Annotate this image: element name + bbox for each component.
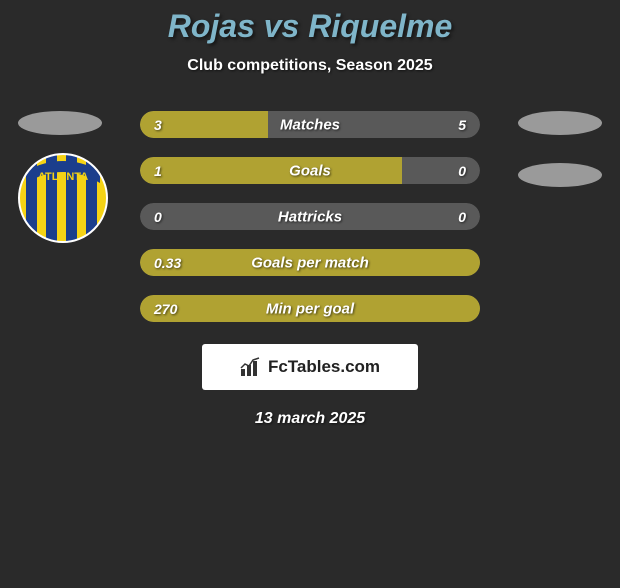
vs-text: vs	[264, 8, 300, 44]
player1-name: Rojas	[168, 8, 255, 44]
stat-value-left: 0.33	[154, 255, 181, 271]
right-side-badges	[518, 111, 602, 187]
stat-label: Hattricks	[278, 208, 342, 225]
stat-label: Min per goal	[266, 300, 354, 317]
stat-label: Goals per match	[251, 254, 369, 271]
subtitle: Club competitions, Season 2025	[0, 57, 620, 75]
stat-value-left: 270	[154, 301, 177, 317]
stats-bars: 3 5 Matches 1 0 Goals 0 0 Hattricks 0.33 Goals per…	[140, 111, 480, 322]
stat-value-right: 0	[458, 163, 466, 179]
brand-box: FcTables.com	[202, 344, 418, 390]
stat-row: 3 5 Matches	[140, 111, 480, 138]
player2-placeholder-ellipse-1	[518, 111, 602, 135]
stat-row: 1 0 Goals	[140, 157, 480, 184]
content: ATLANTA 3 5 Matches 1 0 Goals 0 0 Hattricks 0.33 G…	[0, 111, 620, 428]
stat-row: 0.33 Goals per match	[140, 249, 480, 276]
stat-value-left: 3	[154, 117, 162, 133]
stat-bar-fill-left	[140, 157, 402, 184]
player1-placeholder-ellipse	[18, 111, 102, 135]
stat-value-left: 1	[154, 163, 162, 179]
stat-row: 0 0 Hattricks	[140, 203, 480, 230]
stat-value-right: 0	[458, 209, 466, 225]
stat-label: Goals	[289, 162, 331, 179]
player2-placeholder-ellipse-2	[518, 163, 602, 187]
player2-name: Riquelme	[308, 8, 452, 44]
brand-text: FcTables.com	[268, 357, 380, 377]
svg-text:ATLANTA: ATLANTA	[38, 171, 88, 183]
stat-row: 270 Min per goal	[140, 295, 480, 322]
stat-value-right: 5	[458, 117, 466, 133]
date-text: 13 march 2025	[0, 410, 620, 428]
club-logo-atlanta: ATLANTA	[18, 153, 108, 243]
stat-value-left: 0	[154, 209, 162, 225]
left-side-badges: ATLANTA	[18, 111, 108, 248]
stat-label: Matches	[280, 116, 340, 133]
page-title: Rojas vs Riquelme	[0, 8, 620, 45]
brand-chart-icon	[240, 357, 262, 377]
